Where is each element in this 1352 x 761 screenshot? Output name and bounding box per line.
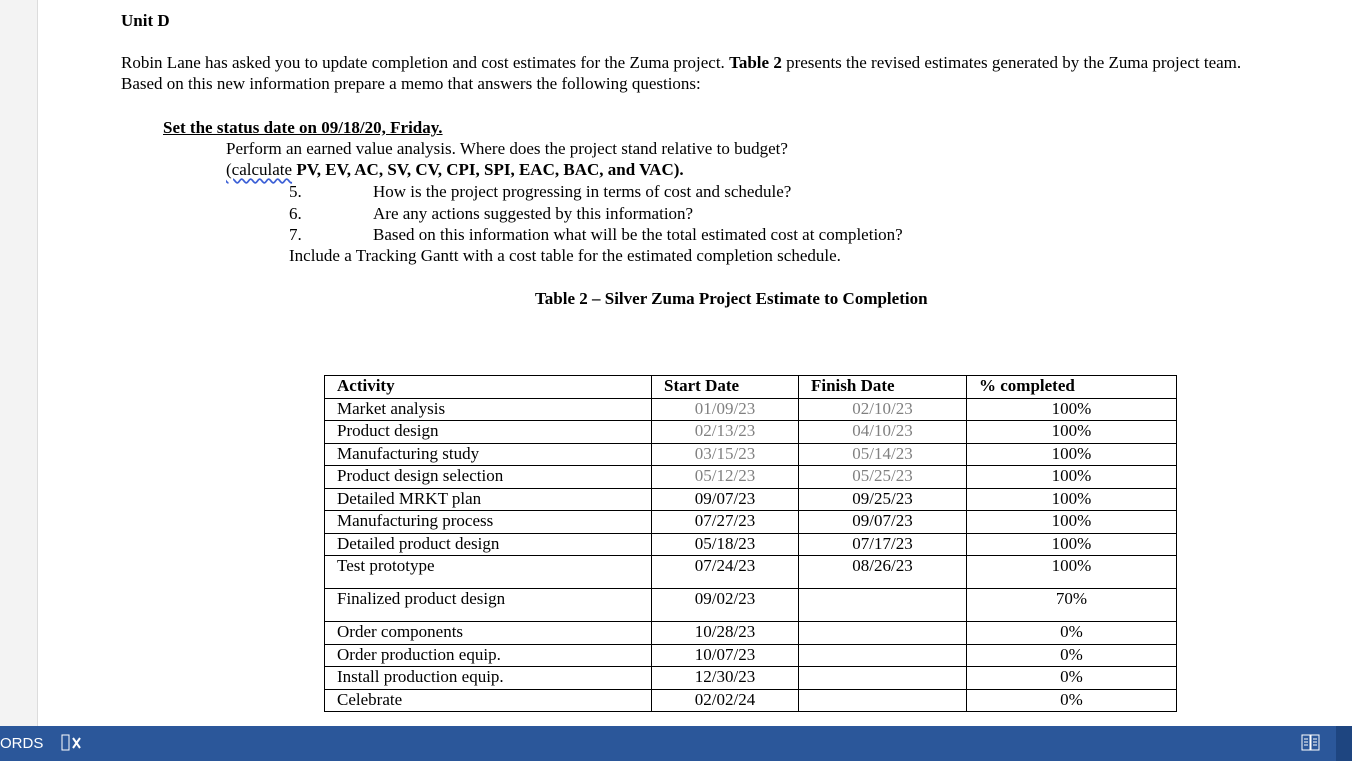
table-row: Test prototype 07/24/23 08/26/23 100%: [324, 555, 1177, 589]
word-count[interactable]: ORDS: [0, 735, 44, 752]
table-cell: 08/26/23: [798, 555, 967, 589]
table-cell: 07/24/23: [651, 555, 799, 589]
table-row: Detailed product design 05/18/23 07/17/23 1…: [324, 532, 1177, 556]
table-header-row: Activity Start Date Finish Date% completed: [324, 375, 1177, 399]
table-cell: [798, 688, 967, 712]
table-cell: Order components: [324, 621, 652, 645]
table-cell: 100%: [966, 532, 1177, 556]
table-row: Install production equip. 12/30/23 0%: [324, 666, 1177, 690]
table-cell: Detailed MRKT plan: [324, 487, 652, 511]
table-cell: 02/10/23: [798, 397, 967, 421]
table-row: Celebrate 02/02/24 0%: [324, 688, 1177, 712]
table-cell: 100%: [966, 487, 1177, 511]
table-cell: 03/15/23: [651, 442, 799, 466]
heading: Unit D: [121, 11, 170, 30]
table-cell: [798, 621, 967, 645]
column-header: Finish Date: [798, 375, 967, 399]
list-item-text: Based on this information what will be t…: [373, 225, 903, 244]
status-bar: ORDS: [0, 726, 1352, 761]
list-item-number: 6.: [289, 203, 302, 223]
table-cell: 100%: [966, 420, 1177, 444]
table-row: Finalized product design 09/02/23 70%: [324, 588, 1177, 622]
table-cell: 10/28/23: [651, 621, 799, 645]
table-row: Market analysis 01/09/23 02/10/23 100%: [324, 397, 1177, 421]
table-cell: Celebrate: [324, 688, 652, 712]
question-ev: Perform an earned value analysis. Where …: [226, 139, 788, 158]
table-cell: 09/07/23: [651, 487, 799, 511]
table-cell: Order production equip.: [324, 643, 652, 667]
table-cell: Test prototype: [324, 555, 652, 589]
table-cell: 09/02/23: [651, 588, 799, 622]
table-cell: Finalized product design: [324, 588, 652, 622]
table-cell: 0%: [966, 688, 1177, 712]
table-cell: 0%: [966, 643, 1177, 667]
table-cell: 100%: [966, 442, 1177, 466]
table-cell: 0%: [966, 621, 1177, 645]
table-cell: 04/10/23: [798, 420, 967, 444]
table-cell: 12/30/23: [651, 666, 799, 690]
table-row: Product design selection 05/12/23 05/25/23…: [324, 465, 1177, 489]
table-row: Order production equip. 10/07/23 0%: [324, 643, 1177, 667]
table-cell: 0%: [966, 666, 1177, 690]
table-row: Detailed MRKT plan 09/07/23 09/25/23 100%: [324, 487, 1177, 511]
table-title: Table 2 – Silver Zuma Project Estimate t…: [535, 289, 928, 308]
paragraph-line-1: Robin Lane has asked you to update compl…: [121, 53, 1242, 72]
table-cell: 100%: [966, 397, 1177, 421]
table-cell: Install production equip.: [324, 666, 652, 690]
table-cell: 07/17/23: [798, 532, 967, 556]
question-ev-calc: (calculate PV, EV, AC, SV, CV, CPI, SPI,…: [226, 160, 684, 179]
table-cell: 05/25/23: [798, 465, 967, 489]
table-cell: [798, 588, 967, 622]
left-margin: [0, 0, 38, 726]
table-cell: 05/18/23: [651, 532, 799, 556]
status-date-instruction: Set the status date on 09/18/20, Friday.: [163, 118, 443, 137]
table-cell: Manufacturing study: [324, 442, 652, 466]
include-instruction: Include a Tracking Gantt with a cost tab…: [289, 246, 841, 265]
column-header: Start Date: [651, 375, 799, 399]
table-cell: 02/02/24: [651, 688, 799, 712]
table-cell: 09/25/23: [798, 487, 967, 511]
list-item-text: Are any actions suggested by this inform…: [373, 203, 694, 223]
estimate-table: Activity Start Date Finish Date% completed…: [324, 375, 1177, 712]
table-cell: Manufacturing process: [324, 510, 652, 534]
table-cell: 100%: [966, 555, 1177, 589]
column-header: Activity: [324, 375, 652, 399]
table-row: Product design 02/13/23 04/10/23 100%: [324, 420, 1177, 444]
table-cell: [798, 643, 967, 667]
table-cell: Product design selection: [324, 465, 652, 489]
table-cell: 05/12/23: [651, 465, 799, 489]
table-cell: [798, 666, 967, 690]
paragraph-line-2: Based on this new information prepare a …: [121, 74, 701, 93]
table-cell: Market analysis: [324, 397, 652, 421]
table-row: Manufacturing study 03/15/23 05/14/23 100%: [324, 442, 1177, 466]
proofing-icon[interactable]: [61, 734, 81, 751]
table-cell: 100%: [966, 510, 1177, 534]
print-layout-button[interactable]: [1336, 726, 1352, 761]
list-item-text: How is the project progressing in terms …: [373, 182, 792, 201]
table-cell: 01/09/23: [651, 397, 799, 421]
table-cell: Product design: [324, 420, 652, 444]
table-cell: 100%: [966, 465, 1177, 489]
table-cell: 70%: [966, 588, 1177, 622]
read-mode-icon[interactable]: [1301, 734, 1321, 756]
table-cell: 02/13/23: [651, 420, 799, 444]
table-row: Manufacturing process 07/27/23 09/07/23 100…: [324, 510, 1177, 534]
column-header: % completed: [966, 375, 1177, 399]
table-row: Order components 10/28/23 0%: [324, 621, 1177, 645]
table-cell: 05/14/23: [798, 442, 967, 466]
table-cell: 09/07/23: [798, 510, 967, 534]
list-item-number: 5.: [289, 182, 302, 201]
table-cell: 10/07/23: [651, 643, 799, 667]
table-cell: Detailed product design: [324, 532, 652, 556]
list-item-number: 7.: [289, 225, 302, 244]
table-cell: 07/27/23: [651, 510, 799, 534]
